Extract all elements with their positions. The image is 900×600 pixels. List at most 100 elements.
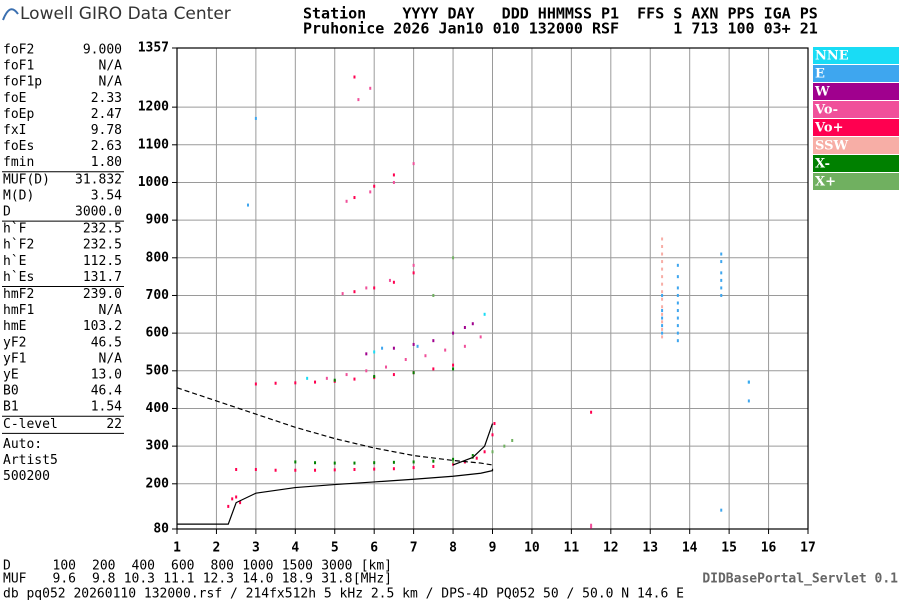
echo-point (314, 461, 317, 465)
logo: Lowell GIRO Data Center (20, 4, 231, 24)
d-value: 3000 (321, 559, 352, 574)
echo-point (314, 380, 317, 384)
echo-point (353, 75, 356, 79)
param-value: 9.78 (91, 123, 122, 138)
echo-point (661, 335, 664, 339)
y-tick-label: 1200 (138, 100, 169, 115)
echo-point (392, 180, 395, 184)
echo-point (353, 290, 356, 294)
echo-point (333, 461, 336, 465)
echo-point (747, 380, 750, 384)
echo-point (392, 346, 395, 350)
x-tick-label: 3 (252, 541, 260, 556)
echo-point (479, 335, 482, 339)
echo-point (720, 271, 723, 275)
echo-point (231, 497, 234, 501)
echo-point (412, 371, 415, 375)
y-tick-label: 300 (146, 439, 170, 454)
echo-point (676, 316, 679, 320)
echo-point (333, 378, 336, 382)
param-name: D (3, 205, 11, 220)
echo-point (345, 373, 348, 377)
echo-point (353, 461, 356, 465)
muf-value: [MHz] (353, 572, 392, 587)
d-value: 100 (53, 559, 76, 574)
legend-label: W (814, 85, 830, 100)
echo-point (661, 282, 664, 286)
y-tick-label: 600 (146, 326, 170, 341)
echo-point (373, 461, 376, 465)
echo-point (444, 348, 447, 352)
d-value: 1000 (242, 559, 273, 574)
echo-point (720, 508, 723, 512)
d-value: [km] (361, 559, 392, 574)
muf-value: 10.3 (124, 572, 155, 587)
echo-point (661, 331, 664, 335)
echo-point (353, 467, 356, 471)
param-value: 2.47 (91, 107, 122, 122)
legend-swatch (813, 137, 899, 154)
echo-point (341, 292, 344, 296)
echo-point (676, 324, 679, 328)
echo-point (590, 410, 593, 414)
echo-point (325, 376, 328, 380)
echo-point (254, 467, 257, 471)
echo-point (661, 293, 664, 297)
echo-point (412, 342, 415, 346)
echo-point (661, 309, 664, 313)
echo-point (432, 459, 435, 463)
echo-point (661, 324, 664, 328)
param-value: 1.80 (91, 155, 122, 170)
param-value: 22 (106, 417, 122, 432)
x-tick-label: 6 (370, 541, 378, 556)
legend-label: Vo- (814, 103, 838, 118)
echo-point (720, 252, 723, 256)
profile-line (177, 468, 494, 525)
y-tick-label: 1000 (138, 175, 169, 190)
echo-point (294, 468, 297, 472)
echo-point (493, 422, 496, 426)
x-tick-label: 16 (761, 541, 777, 556)
echo-point (412, 162, 415, 166)
y-tick-label: 900 (146, 213, 170, 228)
echo-point (294, 381, 297, 385)
echo-point (392, 280, 395, 284)
echo-point (412, 271, 415, 275)
echo-point (452, 256, 455, 260)
dmuf-label: MUF (3, 572, 27, 587)
echo-point (365, 369, 368, 373)
echo-point (246, 203, 249, 207)
legend-swatch (813, 101, 899, 118)
echo-point (373, 350, 376, 354)
y-tick-label: 400 (146, 401, 170, 416)
echo-point (676, 301, 679, 305)
echo-point (274, 468, 277, 472)
d-value: 1500 (282, 559, 313, 574)
param-name: foEp (3, 107, 34, 122)
echo-point (452, 460, 455, 464)
echo-point (661, 260, 664, 264)
x-tick-label: 4 (291, 541, 299, 556)
y-tick-label: 200 (146, 476, 170, 491)
x-tick-label: 13 (642, 541, 658, 556)
legend-swatch (813, 155, 899, 172)
echo-point (676, 331, 679, 335)
echo-point (463, 325, 466, 329)
plot-frame (176, 47, 809, 530)
x-tick-label: 10 (524, 541, 540, 556)
param-name: MUF(D) (3, 172, 50, 187)
echo-point (676, 286, 679, 290)
legend-label: E (815, 67, 825, 82)
echo-point (661, 267, 664, 271)
dmuf-label: D (3, 559, 11, 574)
param-value: 2.33 (91, 91, 122, 106)
legend-label: SSW (815, 139, 848, 154)
echo-point (676, 293, 679, 297)
echo-point (491, 450, 494, 454)
echo-point (590, 523, 593, 527)
echo-point (661, 275, 664, 279)
x-tick-label: 11 (564, 541, 580, 556)
param-value: 239.0 (83, 287, 122, 302)
legend-label: X- (815, 157, 830, 172)
echo-point (491, 433, 494, 437)
